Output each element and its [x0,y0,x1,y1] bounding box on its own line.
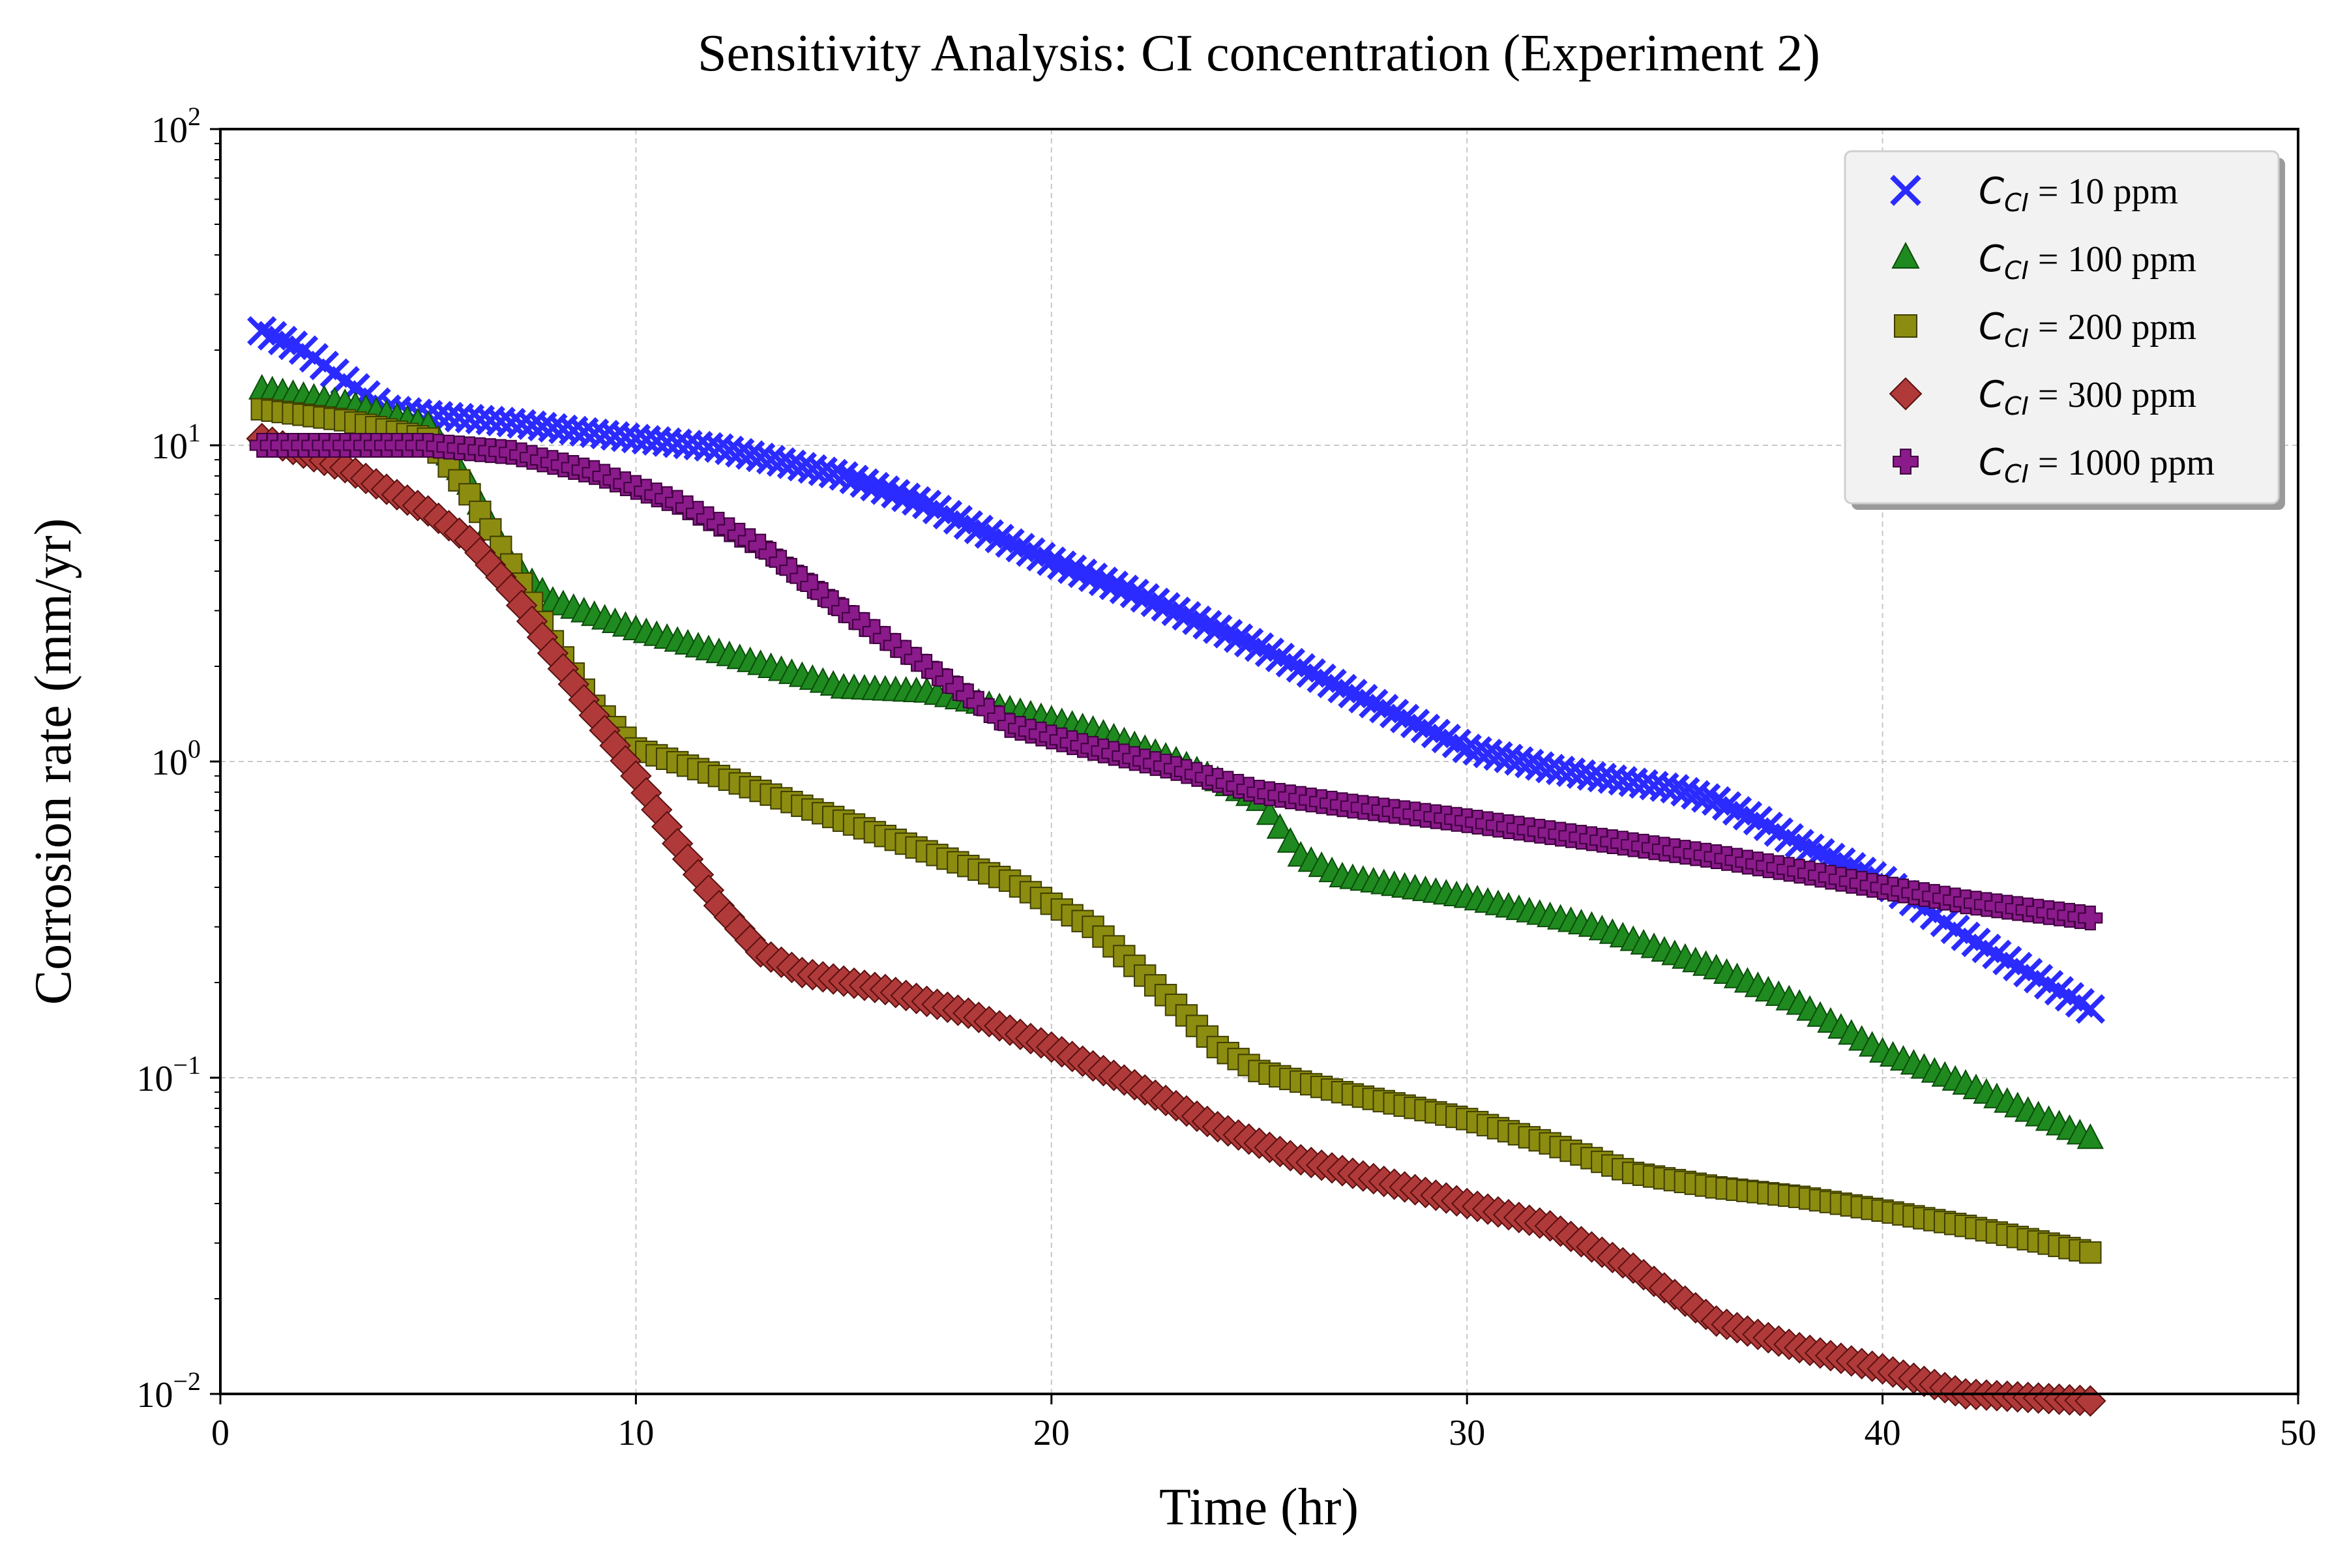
x-tick-label: 40 [1865,1413,1901,1453]
legend-box [1844,150,2280,505]
data-point [2079,1241,2102,1264]
y-tick-label: 10−1 [136,1050,201,1099]
legend-label: CCI = 100 ppm [1979,238,2196,285]
data-point [1256,799,1284,825]
legend-subscript: CI [2004,256,2029,285]
legend-subscript: CI [2004,324,2029,353]
data-point [2075,994,2105,1024]
series-2 [250,398,2102,1264]
y-tick-base: 10 [151,110,188,151]
legend-symbol: C [1979,306,2004,348]
legend-subscript: CI [2004,460,2029,488]
series-0 [247,316,2105,1024]
series-4 [249,433,2103,930]
y-tick-label: 100 [151,734,201,783]
legend-label: CCI = 1000 ppm [1979,441,2215,488]
x-axis-label: Time (hr) [1159,1479,1359,1536]
data-point [1681,780,1711,810]
legend-marker [1891,241,1920,269]
data-point [1670,777,1700,807]
y-tick-base: 10 [136,1059,173,1099]
y-tick-exponent: 0 [188,734,201,763]
legend-marker [1889,377,1923,411]
chart-title: Sensitivity Analysis: CI concentration (… [698,25,1820,82]
legend-marker [1893,449,1919,475]
data-point [2078,906,2103,930]
y-tick-label: 102 [151,102,201,151]
y-tick-exponent: −2 [173,1367,201,1396]
y-tick-exponent: −1 [173,1050,201,1080]
data-point [2076,1123,2104,1149]
legend-label: CCI = 200 ppm [1979,306,2196,353]
y-tick-label: 10−2 [136,1367,201,1415]
x-tick-label: 0 [211,1413,229,1453]
data-point [1266,813,1294,839]
legend-symbol: C [1979,170,2004,213]
data-point [1277,827,1304,853]
legend-text: = 1000 ppm [2029,443,2215,483]
legend-marker [1893,314,1918,338]
data-point [2074,1385,2106,1417]
legend-symbol: C [1979,238,2004,280]
data-point [1660,774,1690,804]
legend-label: CCI = 300 ppm [1979,374,2196,421]
x-tick-label: 50 [2280,1413,2316,1453]
data-point [818,458,848,489]
y-tick-base: 10 [136,1375,173,1415]
y-tick-base: 10 [151,743,188,783]
legend-subscript: CI [2004,392,2029,421]
y-tick-exponent: 2 [188,102,201,131]
legend-text: = 100 ppm [2029,239,2196,280]
y-tick-base: 10 [151,426,188,467]
legend-symbol: C [1979,441,2004,484]
legend-text: = 200 ppm [2029,307,2196,348]
x-tick-label: 20 [1033,1413,1070,1453]
y-axis-label: Corrosion rate (mm/yr) [25,518,82,1005]
legend-subscript: CI [2004,188,2029,217]
y-tick-exponent: 1 [188,418,201,447]
legend-label: CCI = 10 ppm [1979,170,2178,217]
legend-text: = 300 ppm [2029,375,2196,415]
legend-marker [1890,175,1921,206]
data-point [1691,783,1721,813]
x-tick-label: 10 [617,1413,654,1453]
legend-text: = 10 ppm [2029,171,2178,212]
legend-symbol: C [1979,374,2004,416]
y-tick-label: 101 [151,418,201,467]
plot-area [246,316,2106,1417]
x-tick-label: 30 [1449,1413,1485,1453]
